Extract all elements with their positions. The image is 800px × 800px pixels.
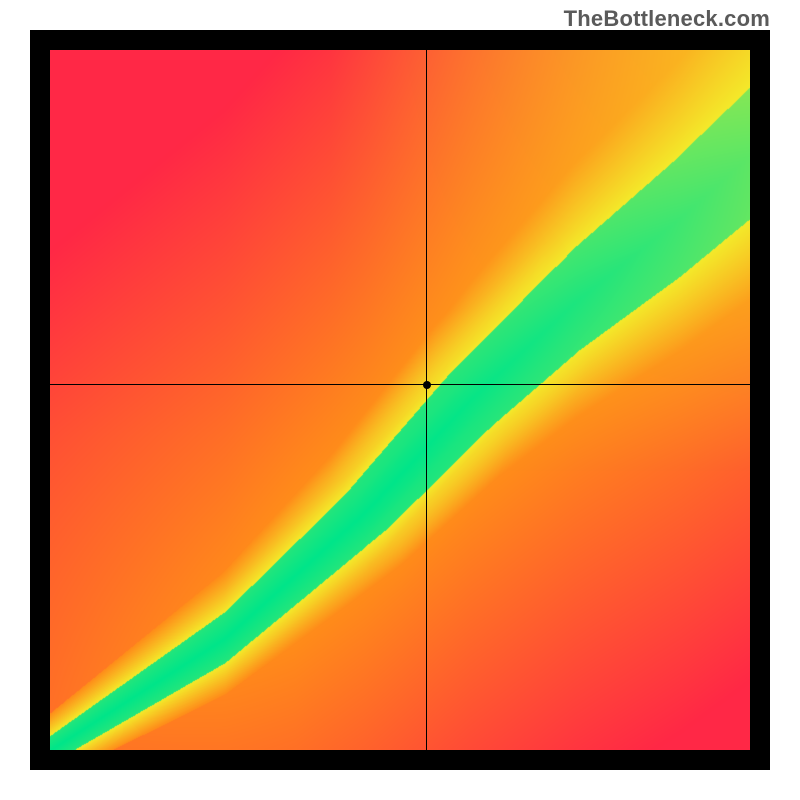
heatmap-canvas bbox=[50, 50, 750, 750]
watermark-text: TheBottleneck.com bbox=[564, 6, 770, 32]
crosshair-horizontal bbox=[50, 384, 750, 385]
crosshair-vertical bbox=[426, 50, 427, 750]
crosshair-dot bbox=[423, 381, 431, 389]
chart-frame bbox=[30, 30, 770, 770]
